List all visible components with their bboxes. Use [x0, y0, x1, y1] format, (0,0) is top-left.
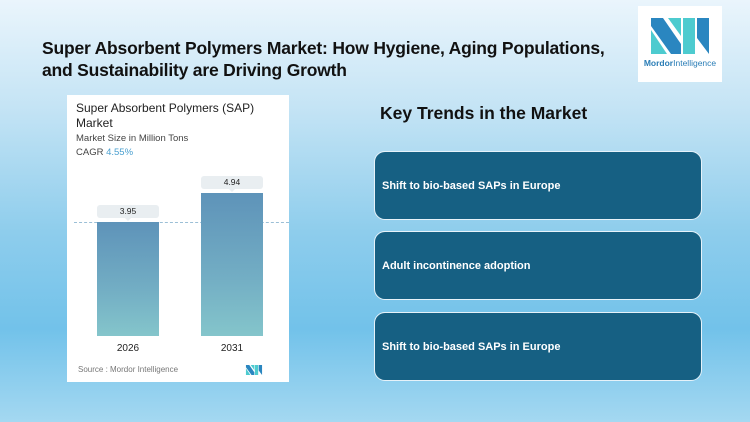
cagr-label: CAGR — [76, 147, 104, 158]
trend-card: Shift to bio-based SAPs in Europe — [374, 151, 702, 220]
x-axis-label-2031: 2031 — [220, 343, 244, 354]
chart-subtitle: Market Size in Million Tons — [76, 133, 189, 144]
trend-label: Shift to bio-based SAPs in Europe — [382, 340, 561, 353]
bar-value-label-2031: 4.94 — [201, 176, 263, 192]
page-title: Super Absorbent Polymers Market: How Hyg… — [42, 38, 605, 80]
chart-source: Source : Mordor Intelligence — [78, 365, 179, 374]
cagr-value: 4.55% — [106, 147, 134, 158]
x-axis-label-2026: 2026 — [116, 343, 140, 354]
reference-dashed-line — [74, 222, 289, 223]
logo-brand-bold: Mordor — [643, 58, 674, 68]
mordor-intelligence-logo: MordorIntelligence — [638, 6, 722, 82]
trend-card: Adult incontinence adoption — [374, 231, 702, 300]
mordor-logo-icon — [651, 18, 709, 54]
trend-label: Shift to bio-based SAPs in Europe — [382, 179, 561, 192]
key-trends-heading: Key Trends in the Market — [380, 103, 588, 123]
logo-brand-rest: Intelligence — [673, 58, 717, 68]
chart-cagr: CAGR 4.55% — [76, 147, 133, 158]
bar-2026 — [97, 222, 159, 336]
bar-value-label-2026: 3.95 — [97, 205, 159, 221]
trend-card: Shift to bio-based SAPs in Europe — [374, 312, 702, 381]
trend-label: Adult incontinence adoption — [382, 259, 531, 272]
bar-2031 — [201, 193, 263, 336]
market-size-chart-card: Super Absorbent Polymers (SAP) Market Ma… — [67, 95, 289, 382]
mini-mordor-logo-icon — [245, 365, 263, 375]
chart-title: Super Absorbent Polymers (SAP) Market — [76, 101, 255, 130]
bar-chart: 3.95 2026 4.94 2031 — [67, 95, 289, 382]
